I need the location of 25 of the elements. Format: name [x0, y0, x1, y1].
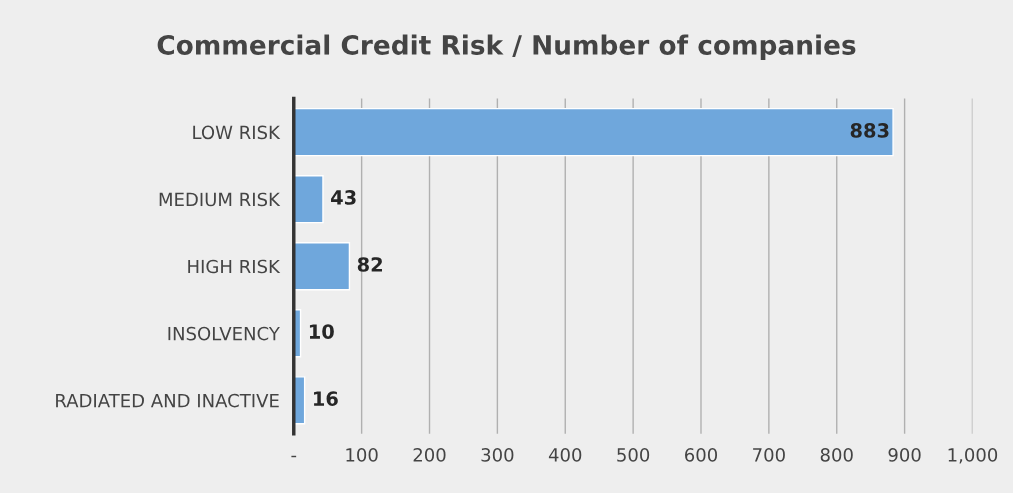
- x-tick-label: 200: [413, 448, 446, 462]
- y-tick-label: HIGH RISK: [188, 259, 281, 274]
- bar: [293, 242, 351, 291]
- x-tick-label: 500: [617, 448, 650, 462]
- x-tick-label: 300: [481, 448, 514, 462]
- data-label: 10: [309, 324, 334, 339]
- x-tick-label: 900: [888, 448, 921, 462]
- x-tick-label: 600: [685, 448, 718, 462]
- x-tick-label: 400: [548, 448, 582, 462]
- y-tick-label: INSOLVENCY: [168, 326, 280, 341]
- data-label: 43: [331, 190, 356, 205]
- x-tick-label: 100: [346, 448, 378, 462]
- y-tick-label: MEDIUM RISK: [159, 192, 281, 207]
- data-label: 883: [850, 123, 889, 138]
- x-tick-label: -: [291, 455, 297, 458]
- x-tick-label: 1,000: [948, 448, 998, 464]
- x-tick-label: 800: [820, 448, 853, 462]
- bar: [293, 107, 894, 157]
- chart-title: Commercial Credit Risk / Number of companies: [157, 34, 856, 61]
- x-tick-label: 700: [753, 448, 785, 462]
- y-tick-label: LOW RISK: [193, 125, 281, 140]
- data-label: 82: [357, 257, 382, 272]
- data-label: 16: [314, 391, 338, 406]
- y-tick-label: RADIATED AND INACTIVE: [56, 393, 279, 408]
- bar: [293, 175, 324, 224]
